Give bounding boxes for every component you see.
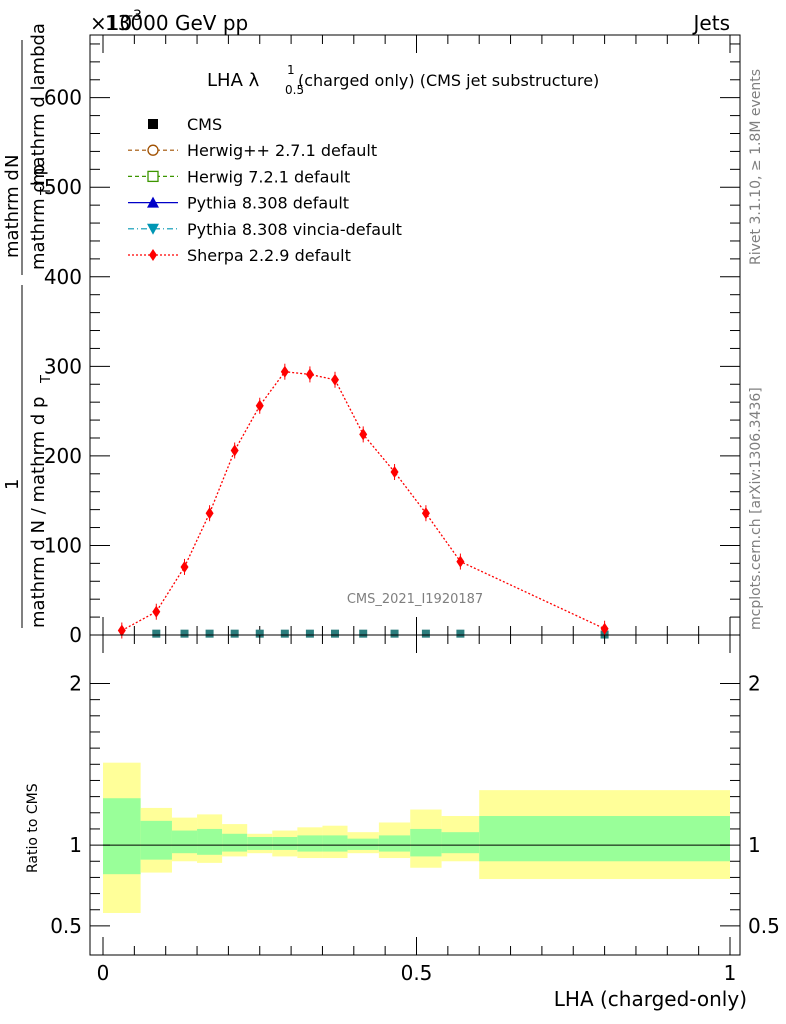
plot-title: LHA λ bbox=[207, 70, 260, 91]
ratio-band-stat bbox=[103, 798, 141, 875]
main-ytick-label: 200 bbox=[44, 444, 82, 468]
legend-label: Herwig++ 2.7.1 default bbox=[187, 141, 377, 160]
ratio-band-stat bbox=[197, 828, 223, 855]
ratio-band-stat bbox=[410, 828, 442, 857]
ratio-band-stat bbox=[222, 833, 248, 852]
ylabel-numerator-T: T bbox=[39, 187, 54, 196]
main-ytick-label: 100 bbox=[44, 533, 82, 557]
sherpa-point bbox=[280, 365, 289, 378]
rivet-label: Rivet 3.1.10, ≥ 1.8M events bbox=[748, 69, 764, 265]
cms-point bbox=[305, 629, 314, 638]
sherpa-point bbox=[152, 605, 161, 618]
main-plot: 0 100 200 300 400 500 600 LHA λ 1 0.5 (charged… bbox=[44, 34, 741, 647]
plot-title-sub: 0.5 bbox=[285, 83, 304, 97]
cms-point bbox=[456, 629, 465, 638]
ratio-band-stat bbox=[297, 835, 323, 852]
legend-marker-diamond bbox=[149, 249, 157, 261]
legend: CMS Herwig++ 2.7.1 default Herwig 7.2.1 de… bbox=[128, 115, 402, 265]
ylabel-numerator-top: mathrm d bbox=[2, 169, 23, 258]
ratio-ytick-label-right: 0.5 bbox=[748, 914, 780, 938]
ratio-band-stat bbox=[322, 835, 348, 852]
ylabel-numerator-N: N bbox=[2, 155, 23, 168]
ratio-band-stat bbox=[247, 837, 273, 850]
header-exponent-power: -3 bbox=[128, 8, 142, 24]
sherpa-point bbox=[421, 507, 430, 520]
main-ytick-label: 300 bbox=[44, 354, 82, 378]
ratio-plot: 0.5 0.5 1 1 2 2 0 0.5 1 Ratio to CMS LHA (charge… bbox=[25, 634, 780, 1011]
header-left: 13000 GeV pp bbox=[105, 11, 248, 35]
ratio-frame bbox=[89, 634, 741, 956]
cms-point bbox=[390, 629, 399, 638]
legend-marker-triangle-up bbox=[147, 196, 159, 208]
sherpa-line bbox=[121, 371, 605, 632]
ratio-ytick-label-right: 2 bbox=[748, 671, 761, 695]
header-exponent: ×10 bbox=[90, 11, 132, 35]
sherpa-point bbox=[255, 399, 264, 412]
legend-marker-cms bbox=[148, 119, 158, 129]
legend-marker-square bbox=[147, 170, 159, 183]
ratio-xtick-label: 0.5 bbox=[401, 961, 433, 985]
ratio-ytick-label: 0.5 bbox=[50, 914, 82, 938]
ratio-ytick-label-right: 1 bbox=[748, 833, 761, 857]
sherpa-point bbox=[600, 622, 609, 635]
ratio-band-stat bbox=[479, 816, 730, 862]
cms-point bbox=[152, 629, 161, 638]
cms-point bbox=[359, 629, 368, 638]
cms-point bbox=[280, 629, 289, 638]
mcplots-label: mcplots.cern.ch [arXiv:1306.3436] bbox=[748, 387, 764, 630]
sherpa-point bbox=[330, 373, 339, 386]
plot-title-rest: (charged only) (CMS jet substructure) bbox=[298, 71, 599, 90]
cms-point bbox=[421, 629, 430, 638]
sherpa-point bbox=[456, 555, 465, 568]
ratio-ytick-label: 2 bbox=[69, 671, 82, 695]
sherpa-point bbox=[305, 368, 314, 381]
cms-point bbox=[230, 629, 239, 638]
plot-title-super: 1 bbox=[287, 63, 295, 77]
sherpa-point bbox=[359, 428, 368, 441]
ratio-band-stat bbox=[171, 830, 198, 854]
legend-label: Pythia 8.308 default bbox=[187, 194, 349, 213]
ratio-band-stat bbox=[441, 832, 480, 854]
ratio-band-stat bbox=[378, 835, 411, 852]
main-ytick-label: 0 bbox=[69, 623, 82, 647]
ratio-bands bbox=[103, 762, 730, 913]
sherpa-point bbox=[180, 560, 189, 573]
legend-label: CMS bbox=[187, 115, 222, 134]
sherpa-point bbox=[230, 444, 239, 457]
legend-label: Herwig 7.2.1 default bbox=[187, 167, 350, 186]
main-marks bbox=[117, 363, 609, 639]
main-ylabel: 1 mathrm d N / mathrm d p T mathrm d N m… bbox=[2, 23, 54, 628]
ratio-band-stat bbox=[347, 838, 379, 850]
ylabel-numerator-end: mathrm d lambda bbox=[28, 23, 49, 185]
legend-marker-circle bbox=[147, 144, 159, 156]
ratio-ylabel: Ratio to CMS bbox=[25, 783, 41, 873]
sherpa-point bbox=[390, 466, 399, 479]
cms-point bbox=[205, 629, 214, 638]
cms-point bbox=[330, 629, 339, 638]
ratio-ytick-label: 1 bbox=[69, 833, 82, 857]
legend-marker-triangle-down bbox=[147, 223, 159, 235]
main-ytick-label: 600 bbox=[44, 86, 82, 110]
ylabel-denominator: mathrm d N / mathrm d p bbox=[28, 397, 49, 628]
ylabel-numerator-mid: mathrm d p bbox=[28, 164, 49, 270]
legend-label: Sherpa 2.2.9 default bbox=[187, 246, 351, 265]
legend-label: Pythia 8.308 vincia-default bbox=[187, 220, 402, 239]
sherpa-point bbox=[117, 624, 126, 637]
ylabel-denominator-sub: T bbox=[39, 375, 54, 384]
watermark: CMS_2021_I1920187 bbox=[347, 592, 483, 607]
ratio-band-stat bbox=[140, 820, 172, 860]
sherpa-point bbox=[205, 507, 214, 520]
main-ytick-label: 400 bbox=[44, 265, 82, 289]
ratio-xtick-label: 1 bbox=[724, 961, 737, 985]
ratio-xtick-label: 0 bbox=[97, 961, 110, 985]
ratio-ticks: 0.5 0.5 1 1 2 2 0 0.5 1 bbox=[50, 635, 780, 985]
cms-point bbox=[180, 629, 189, 638]
header-right: Jets bbox=[692, 11, 730, 35]
x-axis-label: LHA (charged-only) bbox=[554, 987, 747, 1011]
ratio-band-stat bbox=[272, 837, 298, 850]
cms-point bbox=[255, 629, 264, 638]
main-ytick-label: 500 bbox=[44, 175, 82, 199]
ylabel-one: 1 bbox=[2, 479, 23, 490]
